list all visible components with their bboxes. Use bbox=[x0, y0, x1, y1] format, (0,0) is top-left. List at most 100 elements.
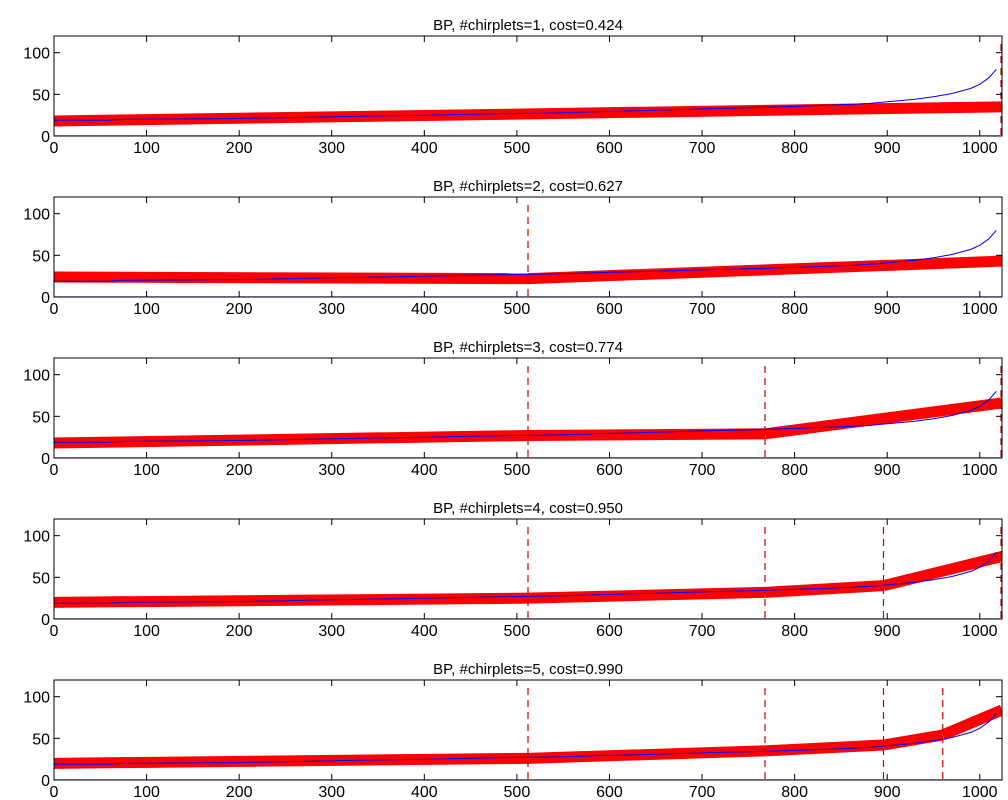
subplot-title: BP, #chirplets=1, cost=0.424 bbox=[433, 17, 623, 34]
y-tick-label: 50 bbox=[32, 570, 50, 587]
x-tick-label: 800 bbox=[781, 462, 808, 479]
chirplet-fit-segment bbox=[527, 586, 766, 604]
y-tick-label: 100 bbox=[23, 690, 50, 707]
subplot-title: BP, #chirplets=5, cost=0.990 bbox=[433, 661, 623, 678]
chirplet-fit-segment bbox=[764, 739, 884, 757]
x-tick-label: 200 bbox=[226, 301, 253, 318]
x-tick-label: 1000 bbox=[962, 784, 998, 800]
x-tick-label: 100 bbox=[133, 784, 160, 800]
x-tick-label: 500 bbox=[504, 784, 531, 800]
chirplet-fit-segment bbox=[54, 752, 529, 769]
signal-line bbox=[54, 712, 997, 765]
y-tick-label: 0 bbox=[41, 451, 50, 468]
subplot-title: BP, #chirplets=3, cost=0.774 bbox=[433, 339, 623, 356]
x-tick-label: 400 bbox=[411, 784, 438, 800]
x-tick-label: 0 bbox=[50, 140, 59, 157]
x-tick-label: 600 bbox=[596, 140, 623, 157]
signal-line bbox=[54, 229, 997, 282]
x-tick-label: 600 bbox=[596, 301, 623, 318]
chirplet-fit-segment bbox=[882, 729, 944, 751]
y-tick-label: 0 bbox=[41, 773, 50, 790]
x-tick-label: 400 bbox=[411, 462, 438, 479]
subplot-title: BP, #chirplets=2, cost=0.627 bbox=[433, 178, 623, 195]
x-tick-label: 900 bbox=[874, 140, 901, 157]
axes-frame bbox=[53, 357, 1003, 459]
x-tick-label: 100 bbox=[133, 462, 160, 479]
x-tick-label: 1000 bbox=[962, 623, 998, 640]
x-tick-label: 900 bbox=[874, 462, 901, 479]
y-tick-label: 50 bbox=[32, 731, 50, 748]
y-tick-label: 0 bbox=[41, 612, 50, 629]
x-tick-label: 600 bbox=[596, 623, 623, 640]
y-tick-label: 50 bbox=[32, 248, 50, 265]
x-tick-label: 100 bbox=[133, 301, 160, 318]
x-tick-label: 0 bbox=[50, 623, 59, 640]
x-tick-label: 800 bbox=[781, 623, 808, 640]
x-tick-label: 1000 bbox=[962, 301, 998, 318]
x-tick-label: 500 bbox=[504, 462, 531, 479]
x-tick-label: 200 bbox=[226, 623, 253, 640]
axes-frame bbox=[53, 35, 1003, 137]
x-tick-label: 800 bbox=[781, 784, 808, 800]
chirplet-fit-segment bbox=[527, 428, 766, 441]
plot-area bbox=[54, 527, 1002, 619]
signal-line bbox=[54, 390, 997, 443]
chirplet-fit-segment bbox=[764, 397, 1002, 440]
x-tick-label: 300 bbox=[318, 784, 345, 800]
x-tick-label: 500 bbox=[504, 301, 531, 318]
x-tick-label: 300 bbox=[318, 140, 345, 157]
axes-frame bbox=[53, 518, 1003, 620]
x-tick-label: 1000 bbox=[962, 140, 998, 157]
plot-area bbox=[54, 44, 1002, 136]
chirplet-fit-segment bbox=[54, 271, 529, 285]
x-tick-label: 300 bbox=[318, 462, 345, 479]
x-tick-label: 400 bbox=[411, 623, 438, 640]
y-tick-label: 0 bbox=[41, 129, 50, 146]
plot-area bbox=[54, 205, 1002, 297]
plot-area bbox=[54, 688, 1002, 780]
subplot-1: BP, #chirplets=1, cost=0.424 0 100 200 300 40… bbox=[23, 17, 1003, 157]
x-tick-label: 800 bbox=[781, 301, 808, 318]
x-tick-label: 1000 bbox=[962, 462, 998, 479]
x-tick-label: 200 bbox=[226, 462, 253, 479]
x-tick-label: 800 bbox=[781, 140, 808, 157]
x-tick-label: 500 bbox=[504, 623, 531, 640]
subplot-3: BP, #chirplets=3, cost=0.774 0 100 200 300 40… bbox=[23, 339, 1003, 479]
x-tick-label: 200 bbox=[226, 784, 253, 800]
subplot-4: BP, #chirplets=4, cost=0.950 0 100 200 300 40… bbox=[23, 500, 1003, 640]
x-tick-label: 200 bbox=[226, 140, 253, 157]
subplot-title: BP, #chirplets=4, cost=0.950 bbox=[433, 500, 623, 517]
x-tick-label: 900 bbox=[874, 623, 901, 640]
y-tick-label: 100 bbox=[23, 207, 50, 224]
x-tick-label: 100 bbox=[133, 140, 160, 157]
x-tick-label: 300 bbox=[318, 623, 345, 640]
y-tick-label: 50 bbox=[32, 409, 50, 426]
x-tick-label: 600 bbox=[596, 784, 623, 800]
chirplet-fit-segment bbox=[940, 704, 1002, 741]
x-tick-label: 700 bbox=[689, 462, 716, 479]
x-tick-label: 600 bbox=[596, 462, 623, 479]
x-tick-label: 500 bbox=[504, 140, 531, 157]
signal-line bbox=[54, 68, 997, 121]
x-tick-label: 700 bbox=[689, 301, 716, 318]
y-tick-label: 50 bbox=[32, 87, 50, 104]
signal-line bbox=[54, 551, 997, 604]
x-tick-label: 0 bbox=[50, 462, 59, 479]
plot-area bbox=[54, 366, 1002, 458]
x-tick-label: 100 bbox=[133, 623, 160, 640]
x-tick-label: 700 bbox=[689, 140, 716, 157]
axes-frame bbox=[53, 679, 1003, 781]
axes-frame bbox=[53, 196, 1003, 298]
x-tick-label: 0 bbox=[50, 301, 59, 318]
x-tick-label: 900 bbox=[874, 301, 901, 318]
subplot-5: BP, #chirplets=5, cost=0.990 0 100 200 300 40… bbox=[23, 661, 1003, 800]
y-tick-label: 100 bbox=[23, 368, 50, 385]
y-tick-label: 100 bbox=[23, 529, 50, 546]
x-tick-label: 400 bbox=[411, 140, 438, 157]
x-tick-label: 700 bbox=[689, 623, 716, 640]
x-tick-label: 700 bbox=[689, 784, 716, 800]
chirplet-fit-segment bbox=[527, 255, 1002, 285]
y-tick-label: 100 bbox=[23, 46, 50, 63]
subplot-2: BP, #chirplets=2, cost=0.627 0 100 200 300 40… bbox=[23, 178, 1003, 318]
